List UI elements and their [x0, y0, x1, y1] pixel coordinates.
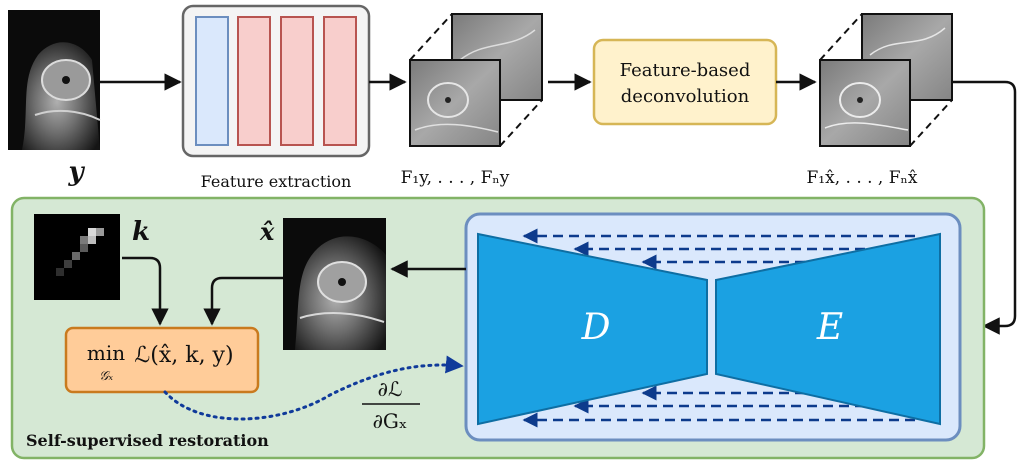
feature-maps-y [409, 13, 543, 147]
objective-box [64, 326, 260, 394]
feature-extraction-block [181, 4, 371, 158]
red-layer-1 [237, 16, 271, 146]
red-layer-3 [323, 16, 357, 146]
arrow-kernel-to-objective [122, 256, 169, 326]
encoder-label: E [816, 307, 843, 348]
features-xhat-caption: F₁x̂, . . . , Fₙx̂ [807, 168, 918, 188]
input-symbol: y [67, 157, 85, 187]
arrow-xhat-to-objective [203, 276, 283, 326]
deconvolution-block [592, 38, 778, 126]
arrow-features-to-network [952, 80, 1017, 335]
deconvolution-line1: Feature-based [620, 60, 751, 81]
deconvolution-line2: deconvolution [621, 86, 750, 107]
input-mri-image [8, 10, 101, 151]
features-y-caption: F₁y, . . . , Fₙy [401, 168, 510, 188]
gradient-numerator: ∂ℒ [378, 377, 403, 401]
decoder-trapezoid [477, 232, 708, 426]
gradient-denominator: ∂Gₓ [373, 409, 408, 433]
skip-connections [522, 228, 915, 428]
objective-expression: ℒ(x̂, k, y) [134, 343, 233, 368]
encoder-trapezoid [715, 232, 941, 426]
feature-extraction-caption: Feature extraction [201, 172, 352, 191]
objective-min: min [87, 341, 125, 365]
feature-maps-xhat [819, 13, 953, 147]
red-layer-2 [280, 16, 314, 146]
gradient-arrow [163, 355, 464, 421]
decoder-label: D [581, 307, 611, 348]
xhat-symbol: x̂ [259, 217, 275, 246]
objective-sub: 𝒢ₓ [99, 369, 113, 384]
blue-layer [195, 16, 229, 146]
kernel-image [34, 214, 120, 300]
kernel-symbol: k [132, 217, 150, 247]
restoration-title: Self-supervised restoration [26, 431, 269, 450]
restored-mri-image [283, 218, 386, 350]
